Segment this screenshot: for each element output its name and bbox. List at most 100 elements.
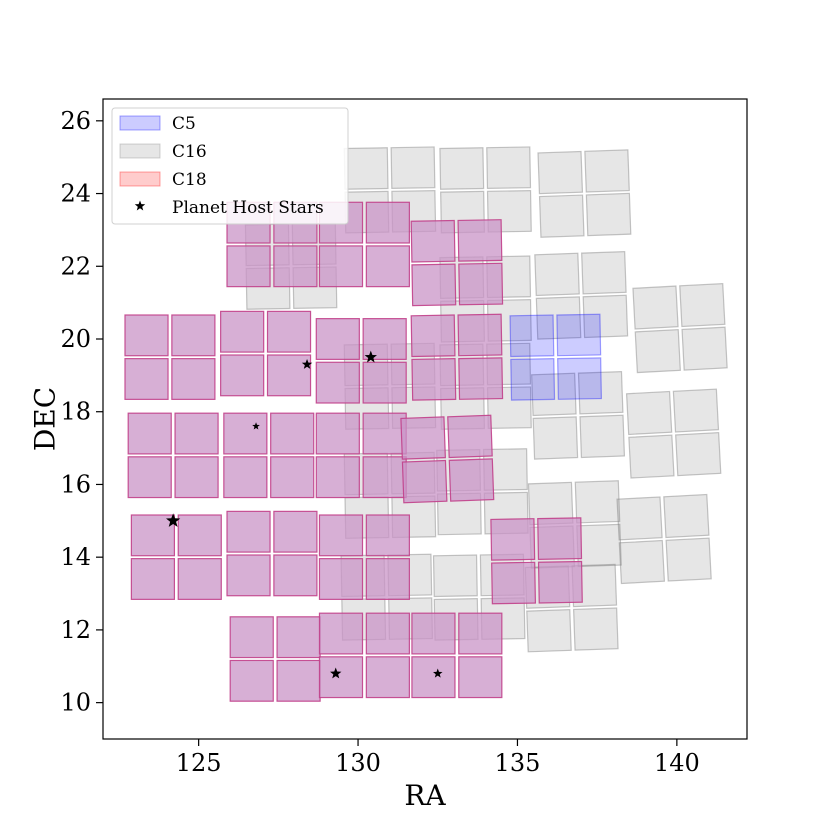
c18-ccd bbox=[365, 558, 410, 600]
c18-ccd bbox=[315, 456, 360, 499]
c18-ccd bbox=[401, 459, 448, 504]
c18-module bbox=[229, 616, 321, 702]
c18-module bbox=[490, 517, 583, 605]
c16-module bbox=[524, 563, 619, 653]
c18-ccd bbox=[315, 361, 360, 404]
c18-ccd bbox=[229, 616, 274, 659]
c18-ccd bbox=[276, 659, 321, 702]
c18-module bbox=[315, 412, 407, 499]
c18-ccd bbox=[266, 310, 312, 353]
c16-ccd bbox=[628, 434, 675, 479]
c16-module bbox=[632, 282, 728, 374]
plot-frame bbox=[102, 98, 748, 740]
c18-ccd bbox=[447, 414, 493, 459]
c18-ccd bbox=[491, 561, 537, 605]
c16-ccd bbox=[634, 329, 681, 374]
c18-module bbox=[315, 318, 407, 404]
c18-ccd bbox=[411, 656, 456, 699]
c18-ccd bbox=[411, 263, 457, 307]
y-axis-ticks: 10 12 14 16 18 20 22 24 26 bbox=[60, 107, 103, 717]
c18-ccd bbox=[411, 612, 456, 655]
c18-ccd bbox=[124, 358, 169, 400]
c16-ccd bbox=[486, 146, 532, 190]
c18-ccd bbox=[171, 314, 216, 357]
c5-ccd bbox=[556, 313, 602, 357]
c18-ccd bbox=[174, 412, 219, 455]
x-tick-label: 135 bbox=[495, 749, 541, 777]
legend-star-marker bbox=[134, 200, 146, 211]
c18-ccd bbox=[226, 510, 271, 553]
c18-module bbox=[127, 412, 219, 499]
c18-module bbox=[318, 514, 410, 600]
c18-ccd bbox=[318, 612, 364, 655]
c16-ccd bbox=[572, 607, 619, 651]
c18-module bbox=[130, 514, 222, 600]
planet-host-star-marker bbox=[330, 667, 342, 679]
c18-ccd bbox=[362, 318, 407, 360]
c18-ccd bbox=[318, 558, 364, 600]
c18-ccd bbox=[124, 314, 169, 357]
c18-module bbox=[318, 612, 410, 699]
c16-ccd bbox=[532, 416, 579, 460]
y-axis-label: DEC bbox=[29, 387, 62, 451]
c16-ccd bbox=[531, 372, 577, 417]
c18-ccd bbox=[229, 659, 274, 702]
c18-ccd bbox=[362, 361, 407, 404]
legend-swatch-c16 bbox=[119, 143, 161, 159]
c16-module bbox=[534, 251, 629, 340]
c16-ccd bbox=[535, 296, 582, 340]
c18-module bbox=[220, 310, 312, 397]
c16-ccd bbox=[537, 150, 584, 195]
c18-ccd bbox=[318, 514, 364, 557]
c18-ccd bbox=[315, 318, 360, 360]
planet-host-star-marker bbox=[433, 668, 443, 678]
c5-ccd bbox=[510, 358, 556, 401]
planet-host-star-marker bbox=[301, 358, 313, 369]
c18-ccd bbox=[177, 558, 222, 600]
c18-ccd bbox=[266, 354, 312, 397]
x-axis-ticks: 125 130 135 140 bbox=[176, 739, 700, 777]
x-tick-label: 140 bbox=[654, 749, 700, 777]
c18-ccd bbox=[130, 558, 176, 600]
c18-module bbox=[410, 219, 504, 307]
c18-ccd bbox=[226, 554, 271, 597]
c18-ccd bbox=[318, 245, 364, 288]
c18-ccd bbox=[458, 656, 503, 699]
c18-ccd bbox=[458, 612, 503, 655]
c18-module bbox=[124, 314, 216, 400]
y-tick-label: 16 bbox=[60, 470, 91, 498]
c16-ccd bbox=[618, 539, 666, 585]
c16-ccd bbox=[439, 147, 485, 190]
c18-ccd bbox=[318, 656, 364, 699]
c18-ccd bbox=[362, 412, 407, 455]
c18-module bbox=[410, 313, 504, 401]
legend-swatch-c5 bbox=[119, 115, 161, 131]
c18-ccd bbox=[457, 313, 503, 357]
c16-ccd bbox=[576, 523, 622, 568]
c18-ccd bbox=[174, 456, 219, 499]
c18-ccd bbox=[410, 219, 456, 263]
c18-ccd bbox=[537, 560, 583, 604]
c16-ccd bbox=[538, 194, 585, 238]
c18-ccd bbox=[458, 357, 504, 400]
c18-ccd bbox=[365, 245, 410, 288]
c18-ccd bbox=[226, 245, 271, 288]
legend-frame bbox=[111, 107, 349, 225]
x-axis-label: RA bbox=[404, 779, 446, 812]
c16-ccd bbox=[585, 192, 632, 237]
c16-ccd bbox=[526, 608, 572, 653]
c18-ccd bbox=[365, 201, 410, 244]
c16-module bbox=[625, 388, 722, 479]
c18-ccd bbox=[537, 517, 583, 560]
c16-ccd bbox=[579, 414, 626, 459]
c16-ccd bbox=[632, 285, 679, 330]
c16-ccd bbox=[675, 432, 722, 477]
c16-ccd bbox=[390, 146, 436, 190]
c18-ccd bbox=[220, 310, 265, 353]
y-tick-label: 20 bbox=[60, 325, 91, 353]
planet-host-star-marker bbox=[364, 350, 377, 363]
c18-ccd bbox=[273, 554, 318, 597]
c18-ccd bbox=[223, 412, 268, 455]
x-tick-label: 125 bbox=[176, 749, 222, 777]
legend-label-c18: C18 bbox=[172, 170, 207, 190]
